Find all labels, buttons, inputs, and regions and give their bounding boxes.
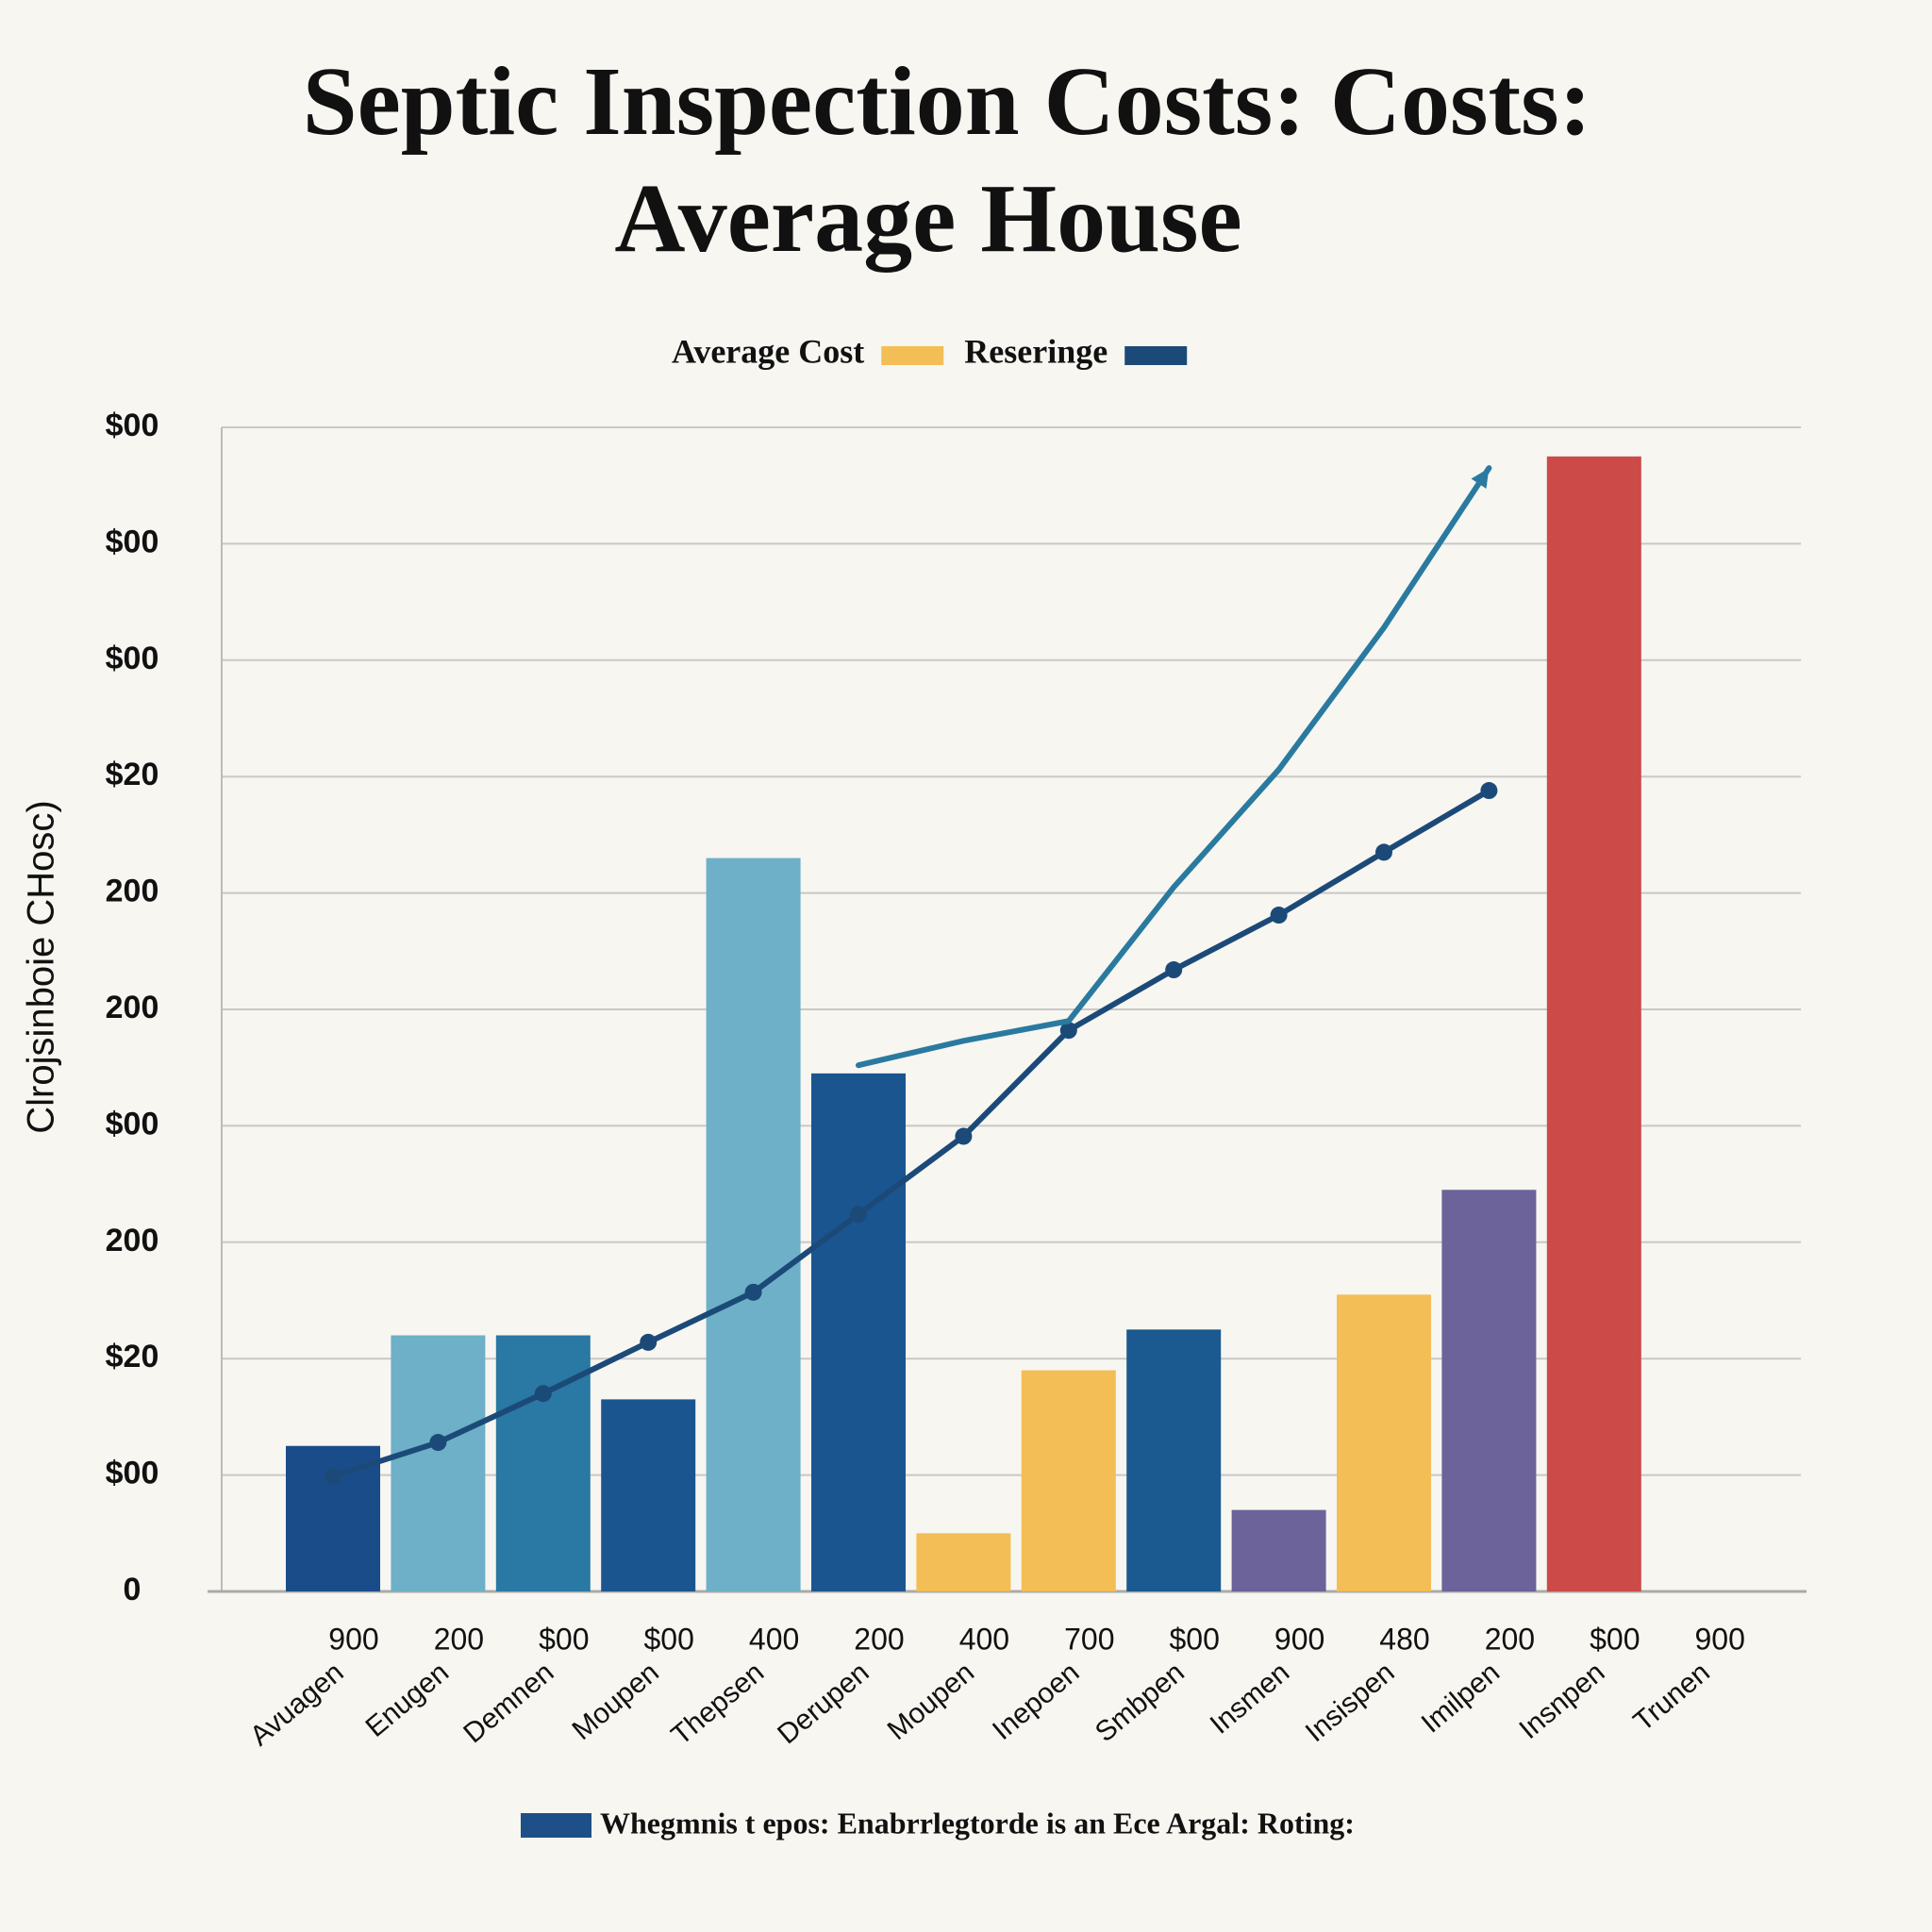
x-tick-label: Enugen — [360, 1657, 455, 1743]
line-marker — [325, 1467, 341, 1485]
x-sublabel: $00 — [644, 1622, 694, 1656]
line-marker — [1165, 961, 1183, 979]
bar — [706, 858, 801, 1591]
y-tick-label: $00 — [106, 641, 159, 676]
x-sublabel: $00 — [1590, 1622, 1640, 1656]
line — [856, 465, 1492, 1069]
line-marker — [955, 1127, 973, 1145]
y-tick-label: $20 — [106, 1339, 159, 1374]
bar — [1337, 1294, 1431, 1591]
line-marker — [1270, 907, 1288, 924]
line-marker — [850, 1206, 867, 1224]
chart-title: Septic Inspection Costs: Costs: — [303, 47, 1591, 156]
bar — [601, 1399, 696, 1591]
x-sublabel: 200 — [854, 1622, 904, 1656]
bar — [1441, 1190, 1537, 1591]
x-sublabel: 400 — [959, 1622, 1009, 1656]
x-tick-label: Demnen — [458, 1657, 559, 1749]
line-marker — [744, 1283, 762, 1301]
bar — [1021, 1370, 1116, 1591]
bar — [1546, 456, 1641, 1592]
line — [330, 788, 1492, 1479]
x-tick-label: Derupen — [772, 1657, 874, 1750]
y-tick-label: 200 — [106, 1223, 159, 1258]
bar — [811, 1073, 906, 1591]
y-tick-label: 200 — [106, 990, 159, 1025]
bar — [391, 1335, 486, 1591]
x-tick-label: Insnpen — [1513, 1657, 1610, 1745]
x-tick-label: Avuagen — [244, 1657, 350, 1752]
y-tick-label: $00 — [106, 1456, 159, 1491]
line-marker — [640, 1333, 658, 1351]
x-sublabel: 700 — [1064, 1622, 1114, 1656]
x-sublabel: $00 — [1170, 1622, 1220, 1656]
bar — [1126, 1329, 1222, 1591]
y-tick-label: $00 — [106, 408, 159, 443]
line-marker — [534, 1385, 552, 1403]
x-sublabel: $00 — [539, 1622, 589, 1656]
x-tick-label: Insispen — [1300, 1657, 1401, 1748]
y-axis-label: Clrojsinboie CHosc) — [21, 800, 62, 1133]
x-sublabel: 900 — [328, 1622, 378, 1656]
y-tick-label: 0 — [124, 1572, 142, 1607]
x-tick-label: Smbpen — [1090, 1657, 1191, 1748]
y-tick-label: $00 — [106, 524, 159, 559]
y-tick-label: $20 — [106, 757, 159, 792]
x-sublabel: 400 — [749, 1622, 799, 1656]
bar — [916, 1533, 1011, 1591]
x-tick-label: Moupen — [882, 1657, 980, 1746]
y-tick-label: $00 — [106, 1106, 159, 1141]
legend-swatch — [1124, 346, 1188, 365]
y-tick-label: 200 — [106, 874, 159, 909]
x-sublabel: 480 — [1379, 1622, 1429, 1656]
line-marker — [1375, 843, 1392, 861]
x-sublabel: 900 — [1695, 1622, 1745, 1656]
bar — [1231, 1509, 1326, 1591]
bar — [495, 1335, 591, 1591]
line-marker — [429, 1434, 447, 1452]
arrow-head — [1471, 468, 1490, 489]
x-sublabel: 200 — [434, 1622, 484, 1656]
line-marker — [1059, 1022, 1077, 1040]
legend-label: Reseringe — [964, 332, 1108, 370]
footer: Whegmnis t epos: Enabrrlegtorde is an Ec… — [600, 1806, 1355, 1840]
x-tick-label: Inepoen — [987, 1657, 1085, 1746]
chart-title: Average House — [614, 164, 1241, 273]
legend-swatch — [881, 346, 944, 365]
x-tick-label: Trunen — [1628, 1657, 1716, 1738]
x-sublabel: 900 — [1274, 1622, 1324, 1656]
x-sublabel: 200 — [1485, 1622, 1535, 1656]
legend-label: Average Cost — [672, 332, 864, 370]
line-marker — [1480, 782, 1498, 800]
x-tick-label: Insmen — [1205, 1657, 1296, 1740]
x-tick-label: Thepsen — [666, 1657, 771, 1751]
x-tick-label: Imilpen — [1416, 1657, 1506, 1739]
x-tick-label: Moupen — [567, 1657, 665, 1746]
footer-swatch — [521, 1813, 591, 1838]
